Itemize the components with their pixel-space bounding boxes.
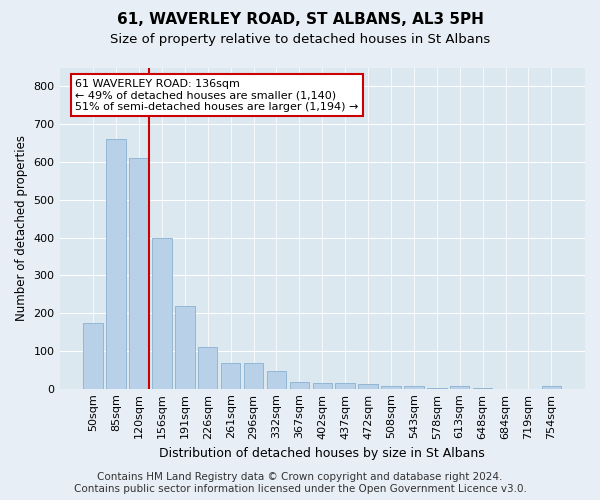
Bar — [152, 238, 172, 388]
Bar — [450, 386, 469, 388]
Y-axis label: Number of detached properties: Number of detached properties — [15, 135, 28, 321]
Bar — [221, 364, 241, 388]
Bar — [404, 386, 424, 388]
Bar — [83, 322, 103, 388]
Bar — [313, 382, 332, 388]
Text: Size of property relative to detached houses in St Albans: Size of property relative to detached ho… — [110, 32, 490, 46]
Text: 61 WAVERLEY ROAD: 136sqm
← 49% of detached houses are smaller (1,140)
51% of sem: 61 WAVERLEY ROAD: 136sqm ← 49% of detach… — [76, 79, 359, 112]
Text: 61, WAVERLEY ROAD, ST ALBANS, AL3 5PH: 61, WAVERLEY ROAD, ST ALBANS, AL3 5PH — [116, 12, 484, 28]
Bar — [290, 382, 309, 388]
Bar — [106, 140, 126, 388]
Bar — [129, 158, 149, 388]
Text: Contains HM Land Registry data © Crown copyright and database right 2024.
Contai: Contains HM Land Registry data © Crown c… — [74, 472, 526, 494]
Bar — [381, 386, 401, 388]
Bar — [175, 306, 194, 388]
Bar — [358, 384, 378, 388]
Bar — [244, 364, 263, 388]
Bar — [335, 382, 355, 388]
X-axis label: Distribution of detached houses by size in St Albans: Distribution of detached houses by size … — [160, 447, 485, 460]
Bar — [542, 386, 561, 388]
Bar — [267, 370, 286, 388]
Bar — [198, 347, 217, 389]
